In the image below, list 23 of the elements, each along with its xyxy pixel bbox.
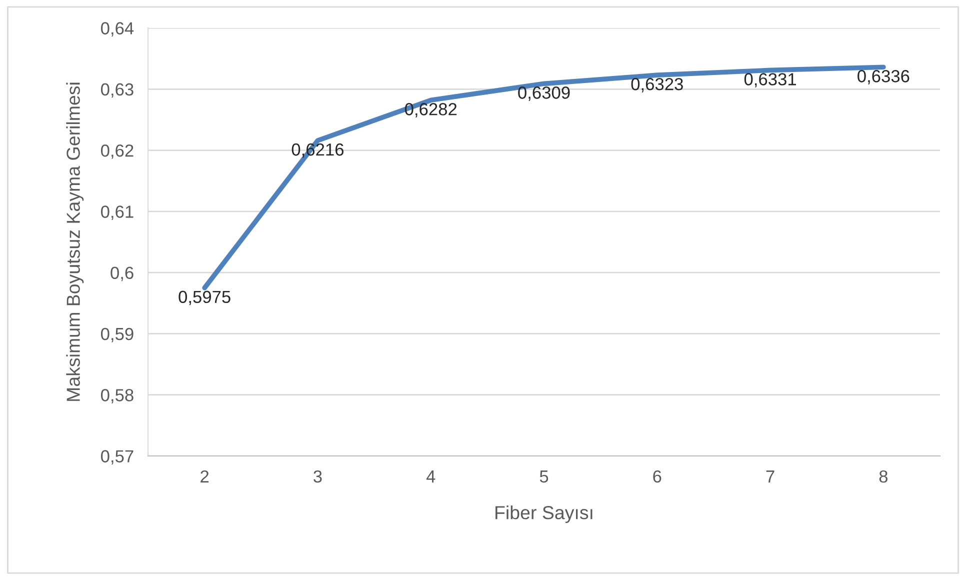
data-label: 0,6282 [404,103,457,118]
x-tick-label: 7 [766,470,774,482]
data-label: 0,6323 [631,78,683,92]
data-label: 0,6336 [858,70,910,84]
y-tick-label: 0,64 [101,22,134,37]
x-tick-label: 8 [879,470,888,483]
y-tick-label: 0,58 [101,389,134,404]
y-tick-label: 0,6 [110,266,134,282]
x-tick-label: 4 [426,470,436,482]
y-axis-title: Maksimum Boyutsuz Kayma Gerilmesi [66,82,84,401]
y-tick-label: 0,62 [101,144,134,159]
data-label: 0,6331 [744,73,796,88]
x-tick-label: 3 [314,470,322,483]
x-tick-label: 5 [540,470,548,483]
y-tick-label: 0,63 [101,83,134,98]
x-tick-label: 2 [200,470,209,482]
y-tick-label: 0,61 [101,206,134,220]
data-label: 0,6309 [518,86,570,101]
y-tick-label: 0,57 [101,450,134,465]
data-label: 0,5975 [178,290,230,306]
x-tick-label: 6 [653,470,662,483]
x-axis-title: Fiber Sayısı [496,506,592,523]
y-tick-label: 0,59 [101,328,134,342]
